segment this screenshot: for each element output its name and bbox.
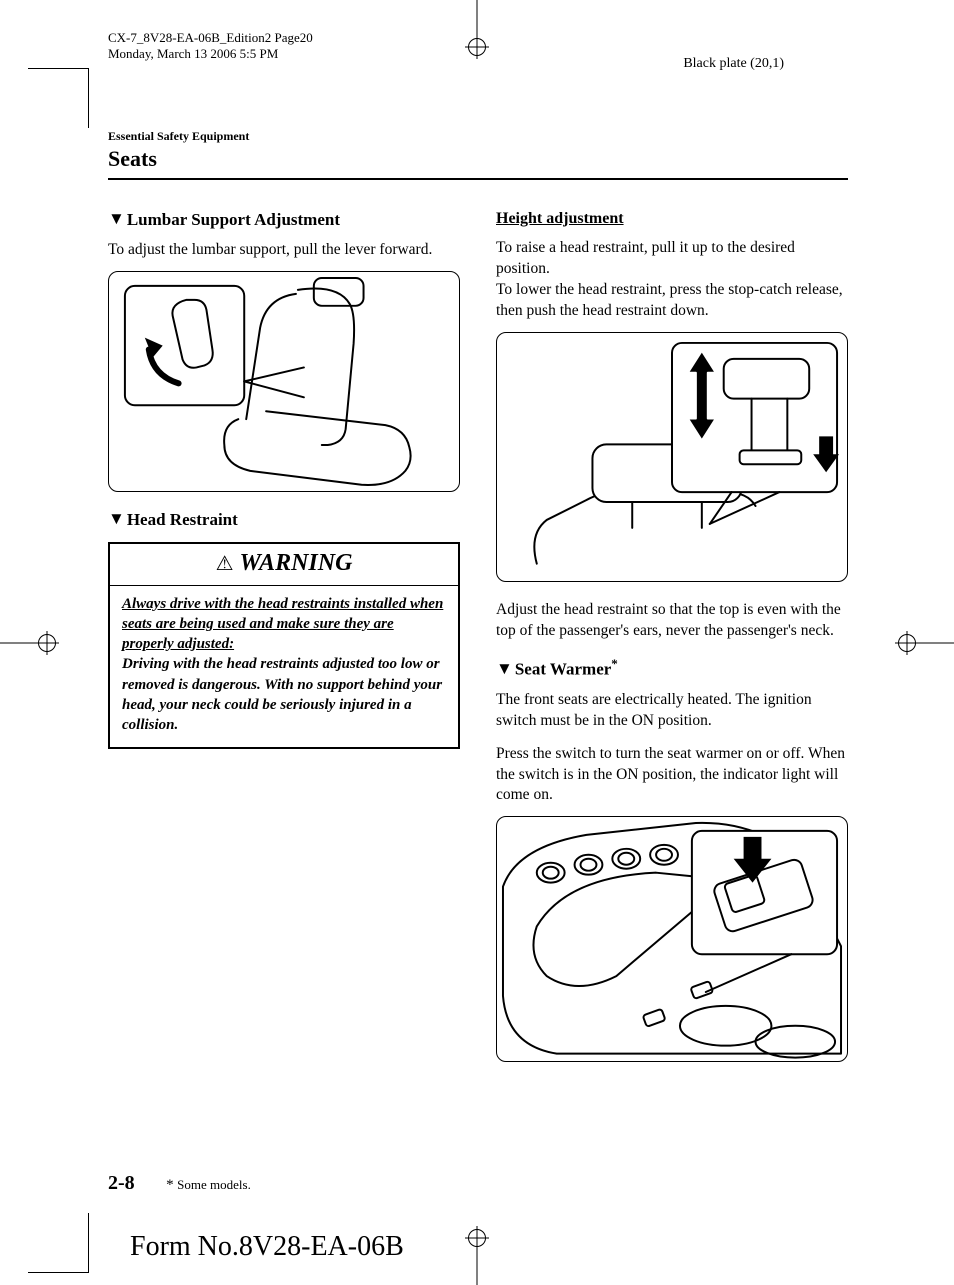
warning-box: ⚠ WARNING Always drive with the head rest… (108, 542, 460, 750)
subhead-seat-warmer: ▼Seat Warmer* (496, 656, 848, 680)
headrest-illustration (496, 332, 848, 583)
doc-id-line: CX-7_8V28-EA-06B_Edition2 Page20 (108, 30, 313, 46)
plate-label: Black plate (20,1) (683, 56, 784, 72)
lumbar-illustration (108, 271, 460, 492)
height-body-1: To raise a head restraint, pull it up to… (496, 238, 848, 280)
footnote-star: * (611, 656, 618, 671)
footnote-text: Some models. (177, 1177, 251, 1192)
registration-mark-icon (468, 1229, 486, 1247)
lumbar-body: To adjust the lumbar support, pull the l… (108, 240, 460, 261)
seat-body-2: Press the switch to turn the seat warmer… (496, 744, 848, 807)
warning-heading: ⚠ WARNING (110, 544, 458, 586)
subhead-text: Head Restraint (127, 510, 238, 529)
warning-rest: Driving with the head restraints adjuste… (122, 656, 442, 733)
doc-date-line: Monday, March 13 2006 5:5 PM (108, 46, 313, 62)
footnote-star: * (166, 1177, 174, 1193)
subhead-text: Seat Warmer (515, 660, 611, 679)
page-number: 2-8 (108, 1172, 135, 1194)
warning-underlined: Always drive with the head restraints in… (122, 596, 443, 653)
warning-label: WARNING (240, 550, 353, 576)
subhead-lumbar: ▼Lumbar Support Adjustment (108, 210, 460, 230)
console-illustration (496, 816, 848, 1062)
registration-mark-icon (38, 634, 56, 652)
chapter-rule (108, 178, 848, 180)
chapter-title: Seats (108, 146, 848, 172)
triangle-icon: ▼ (108, 209, 125, 229)
height-body-3: Adjust the head restraint so that the to… (496, 600, 848, 642)
triangle-icon: ▼ (108, 509, 125, 529)
print-header: CX-7_8V28-EA-06B_Edition2 Page20 Monday,… (108, 30, 313, 63)
height-body-2: To lower the head restraint, press the s… (496, 280, 848, 322)
triangle-icon: ▼ (496, 659, 513, 679)
page-footer: 2-8 * Some models. (108, 1172, 251, 1195)
subhead-head-restraint: ▼Head Restraint (108, 510, 460, 530)
registration-mark-icon (898, 634, 916, 652)
form-number: Form No.8V28-EA-06B (130, 1231, 404, 1263)
corner-mark (28, 68, 88, 128)
warning-icon: ⚠ (216, 553, 234, 575)
subhead-height: Height adjustment (496, 210, 848, 228)
corner-mark (28, 1213, 88, 1273)
seat-body-1: The front seats are electrically heated.… (496, 690, 848, 732)
chapter-eyebrow: Essential Safety Equipment (108, 129, 848, 144)
warning-body: Always drive with the head restraints in… (110, 586, 458, 748)
subhead-text: Lumbar Support Adjustment (127, 210, 340, 229)
registration-mark-icon (468, 38, 486, 56)
